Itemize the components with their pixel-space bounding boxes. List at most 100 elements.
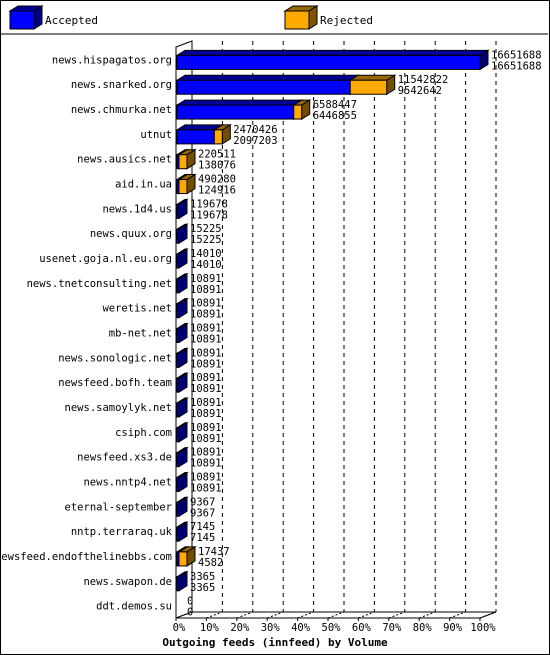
bar-accepted bbox=[175, 248, 189, 269]
value-label-top: 16651688 bbox=[491, 49, 542, 61]
category-label: newsfeed.xs3.de bbox=[77, 452, 172, 464]
bar-rejected bbox=[348, 74, 397, 96]
bar-rejected bbox=[177, 173, 197, 195]
bar-accepted-front bbox=[176, 452, 180, 468]
floor-gridline bbox=[327, 611, 345, 619]
value-label-top: 10891 bbox=[190, 298, 222, 310]
value-label-top: 10891 bbox=[190, 323, 222, 335]
category-label: utnut bbox=[140, 129, 172, 141]
value-label-bottom: 0 bbox=[187, 607, 193, 619]
bar-accepted-front bbox=[176, 476, 180, 492]
bar-rejected bbox=[291, 99, 312, 120]
legend-swatch bbox=[9, 10, 35, 30]
category-label: news.tnetconsulting.net bbox=[27, 278, 172, 290]
x-tick-label: 30% bbox=[261, 622, 281, 634]
x-tick-label: 60% bbox=[352, 622, 372, 634]
category-label: news.hispagatos.org bbox=[52, 54, 172, 66]
category-label: weretis.net bbox=[102, 303, 172, 315]
x-tick-label: 70% bbox=[382, 622, 402, 634]
value-label-top: 9367 bbox=[190, 496, 215, 508]
value-label-top: 3365 bbox=[190, 571, 215, 583]
x-tick-label: 20% bbox=[230, 622, 250, 634]
bar-accepted-front bbox=[176, 377, 180, 393]
floor-gridline bbox=[297, 611, 314, 619]
value-label-top: 119678 bbox=[190, 198, 228, 210]
value-label-top: 6588447 bbox=[313, 99, 357, 111]
value-label-top: 11542822 bbox=[398, 74, 449, 86]
bar-accepted bbox=[175, 521, 189, 543]
legend: Accepted Rejected bbox=[1, 5, 548, 35]
value-label-bottom: 10891 bbox=[190, 309, 222, 321]
bar-accepted-front bbox=[176, 104, 295, 120]
bar-rejected bbox=[177, 148, 197, 170]
value-label-top: 0 bbox=[187, 596, 193, 608]
floor-gridline bbox=[479, 611, 497, 619]
bar-accepted-front bbox=[176, 228, 180, 244]
bar-rejected-front bbox=[178, 179, 188, 195]
category-label: news.samoylyk.net bbox=[65, 402, 172, 414]
bar-accepted-front bbox=[176, 526, 180, 542]
floor-gridline bbox=[358, 611, 375, 619]
value-label-bottom: 124916 bbox=[198, 185, 236, 197]
bar-accepted-front bbox=[176, 576, 180, 592]
bar-accepted-front bbox=[176, 79, 351, 95]
category-label: news.quux.org bbox=[90, 228, 172, 240]
bar-accepted bbox=[175, 471, 189, 493]
bar-rejected bbox=[177, 546, 197, 567]
value-label-top: 490280 bbox=[198, 174, 236, 186]
value-label-bottom: 119678 bbox=[190, 209, 228, 221]
category-label: news.ausics.net bbox=[77, 154, 172, 166]
value-label-bottom: 10891 bbox=[190, 482, 222, 494]
bar-rejected bbox=[212, 123, 233, 145]
value-label-top: 10891 bbox=[190, 397, 222, 409]
x-tick-label: 50% bbox=[322, 622, 342, 634]
bar-accepted-front bbox=[176, 402, 180, 418]
bar-accepted bbox=[175, 99, 304, 120]
value-label-bottom: 14010 bbox=[190, 259, 222, 271]
bar-accepted-front bbox=[176, 54, 481, 70]
category-label: newsfeed.bofh.team bbox=[58, 377, 172, 389]
x-axis: 0% 10% 20% 30% 40% 50% 60% 70% 80% 90% 100% bbox=[173, 618, 496, 634]
value-label-bottom: 16651688 bbox=[491, 60, 542, 72]
bar-accepted-top bbox=[175, 49, 490, 56]
bar-accepted bbox=[175, 372, 189, 394]
value-label-bottom: 3365 bbox=[190, 582, 215, 594]
value-label-bottom: 10891 bbox=[190, 458, 222, 470]
bar-accepted bbox=[175, 496, 189, 518]
value-label-top: 10891 bbox=[190, 447, 222, 459]
x-tick-label: 40% bbox=[291, 622, 311, 634]
bar-accepted bbox=[175, 570, 189, 592]
bar-accepted-front bbox=[176, 501, 180, 517]
value-label-bottom: 7145 bbox=[190, 532, 215, 544]
category-label: news.snarked.org bbox=[71, 79, 172, 91]
value-label-bottom: 9367 bbox=[190, 507, 215, 519]
bar-accepted bbox=[175, 397, 189, 418]
category-label: usenet.goja.nl.eu.org bbox=[39, 253, 172, 265]
value-label-top: 14010 bbox=[190, 248, 222, 260]
x-tick-label: 80% bbox=[413, 622, 433, 634]
x-tick-label: 10% bbox=[200, 622, 220, 634]
bar-accepted bbox=[175, 223, 189, 245]
value-label-top: 10891 bbox=[190, 273, 222, 285]
category-label: news.chmurka.net bbox=[71, 104, 172, 116]
bar-accepted-top bbox=[175, 99, 304, 106]
value-label-bottom: 10891 bbox=[190, 358, 222, 370]
bar-accepted bbox=[175, 297, 189, 319]
bar-accepted bbox=[175, 446, 189, 468]
bar-accepted-front bbox=[176, 129, 215, 145]
bar-accepted bbox=[175, 49, 490, 71]
category-label: news.1d4.us bbox=[102, 203, 172, 215]
bar-rejected-front bbox=[178, 154, 188, 170]
bar-accepted bbox=[175, 347, 189, 369]
value-label-bottom: 15225 bbox=[190, 234, 222, 246]
bar-accepted bbox=[175, 74, 360, 96]
category-labels: news.hispagatos.org news.snarked.org news.… bbox=[0, 54, 173, 612]
bar-accepted-top bbox=[175, 74, 360, 81]
category-label: news.nntp4.net bbox=[83, 476, 172, 488]
category-label: csiph.com bbox=[115, 427, 172, 439]
bar-rejected-front bbox=[178, 551, 188, 567]
bar-accepted bbox=[175, 272, 189, 294]
category-label: nntp.terraraq.uk bbox=[71, 526, 173, 538]
value-label-top: 10891 bbox=[190, 347, 222, 359]
floor-gridline bbox=[267, 611, 284, 619]
